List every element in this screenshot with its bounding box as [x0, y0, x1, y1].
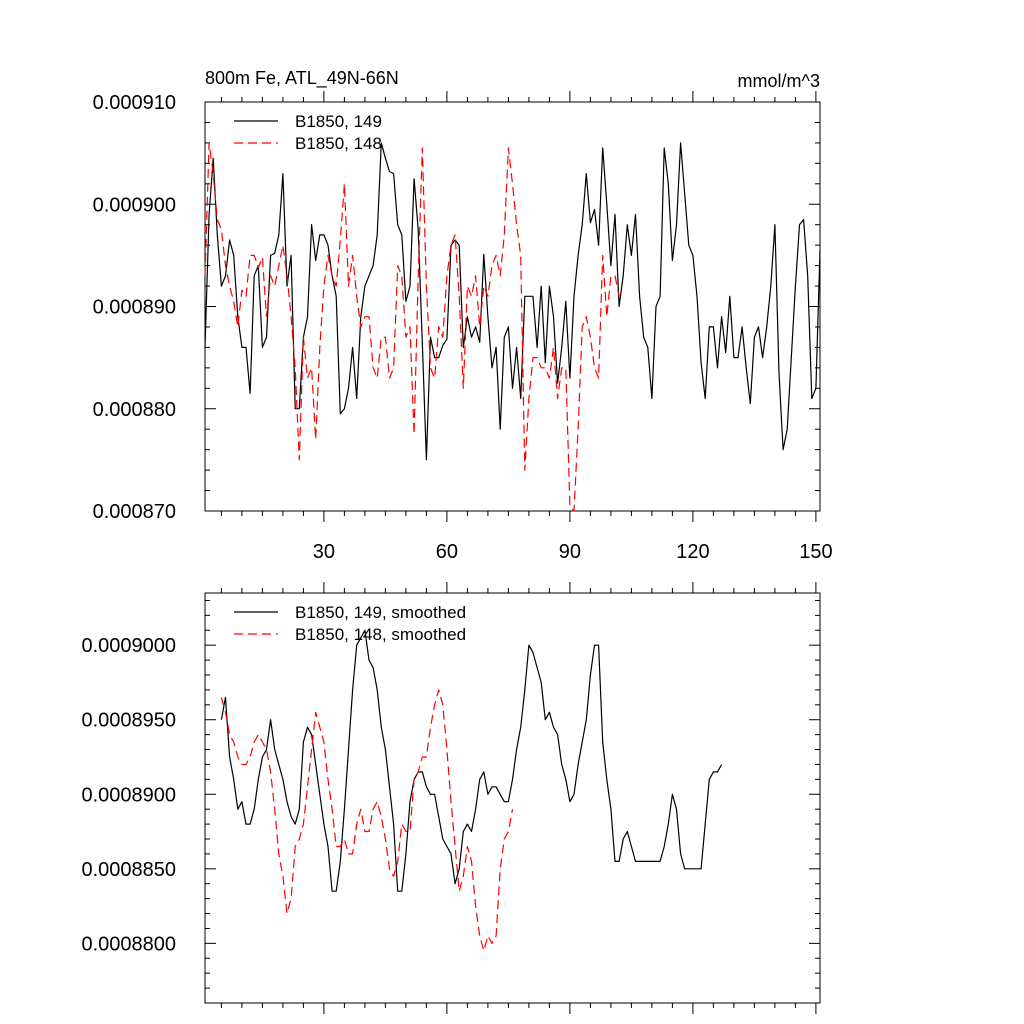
y-tick-label: 0.000890	[93, 297, 176, 319]
x-tick-label: 150	[799, 541, 832, 563]
x-tick-label: 30	[313, 541, 335, 563]
y-tick-label: 0.000900	[93, 194, 176, 216]
x-tick-label: 90	[559, 541, 581, 563]
legend-label: B1850, 148, smoothed	[295, 625, 466, 644]
x-tick-label: 60	[436, 541, 458, 563]
units-label: mmol/m^3	[738, 71, 820, 91]
y-tick-label: 0.0008900	[81, 784, 176, 806]
chart-title: 800m Fe, ATL_49N-66N	[205, 68, 399, 89]
x-tick-label: 120	[676, 541, 709, 563]
y-tick-label: 0.0009000	[81, 635, 176, 657]
y-tick-label: 0.000870	[93, 501, 176, 523]
y-tick-label: 0.0008800	[81, 933, 176, 955]
y-tick-label: 0.0008850	[81, 859, 176, 881]
plot-frame	[204, 592, 821, 1004]
top-panel: 30 60 90 120 150 0.000870 0.000880 0.000890 0.00…	[93, 68, 833, 563]
y-tick-label: 0.0008950	[81, 710, 176, 732]
y-tick-label: 0.000880	[93, 399, 176, 421]
legend-label: B1850, 148	[295, 134, 382, 153]
bottom-panel: 0.0008800 0.0008850 0.0008900 0.0008950 0.00…	[81, 582, 821, 1014]
legend-label: B1850, 149	[295, 112, 382, 131]
y-tick-label: 0.000910	[93, 92, 176, 114]
legend-label: B1850, 149, smoothed	[295, 603, 466, 622]
series-line-red	[220, 689, 514, 952]
plot-frame	[204, 101, 821, 512]
series-line-black	[220, 629, 723, 892]
series-line-black	[204, 142, 821, 461]
